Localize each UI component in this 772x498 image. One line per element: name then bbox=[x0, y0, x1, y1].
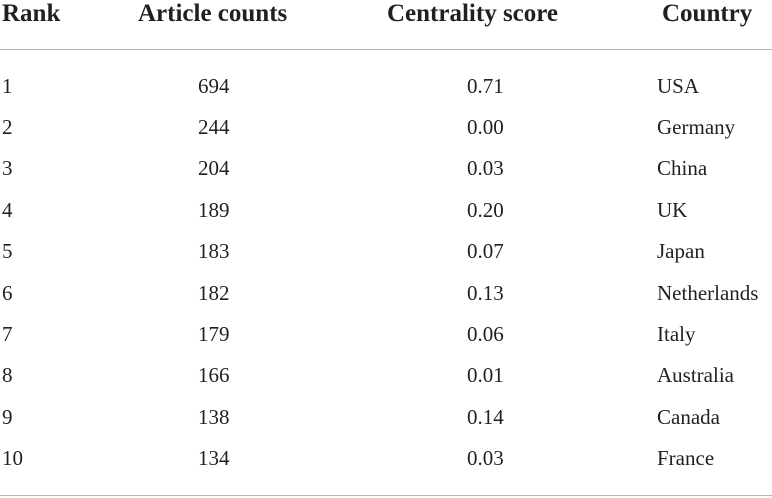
rank-cell: 5 bbox=[2, 239, 13, 263]
article-count-cell: 694 bbox=[198, 74, 230, 98]
country-cell: France bbox=[657, 446, 715, 470]
header-rank: Rank bbox=[2, 0, 61, 27]
table-row: 7 179 0.06 Italy bbox=[0, 314, 772, 355]
centrality-score-cell: 0.13 bbox=[467, 281, 504, 305]
table-row: 4 189 0.20 UK bbox=[0, 190, 772, 231]
country-cell: China bbox=[657, 156, 708, 180]
country-cell: Italy bbox=[657, 322, 696, 346]
table-row: 9 138 0.14 Canada bbox=[0, 397, 772, 438]
country-cell: Canada bbox=[657, 405, 720, 429]
centrality-score-cell: 0.14 bbox=[467, 405, 504, 429]
article-count-cell: 166 bbox=[198, 363, 230, 387]
rank-cell: 4 bbox=[2, 198, 13, 222]
article-count-cell: 179 bbox=[198, 322, 230, 346]
table-row: 5 183 0.07 Japan bbox=[0, 231, 772, 272]
rank-cell: 1 bbox=[2, 74, 13, 98]
rank-cell: 6 bbox=[2, 281, 13, 305]
rank-cell: 7 bbox=[2, 322, 13, 346]
header-country: Country bbox=[662, 0, 753, 27]
rank-cell: 3 bbox=[2, 156, 13, 180]
centrality-score-cell: 0.03 bbox=[467, 156, 504, 180]
article-count-cell: 134 bbox=[198, 446, 230, 470]
centrality-score-cell: 0.00 bbox=[467, 115, 504, 139]
article-count-cell: 244 bbox=[198, 115, 230, 139]
centrality-score-cell: 0.06 bbox=[467, 322, 504, 346]
article-count-cell: 138 bbox=[198, 405, 230, 429]
table-row: 1 694 0.71 USA bbox=[0, 66, 772, 107]
country-cell: Netherlands bbox=[657, 281, 759, 305]
country-cell: USA bbox=[657, 74, 700, 98]
centrality-score-cell: 0.20 bbox=[467, 198, 504, 222]
table-row: 3 204 0.03 China bbox=[0, 148, 772, 189]
centrality-score-cell: 0.01 bbox=[467, 363, 504, 387]
table-row: 10 134 0.03 France bbox=[0, 438, 772, 479]
rank-cell: 2 bbox=[2, 115, 13, 139]
rank-cell: 8 bbox=[2, 363, 13, 387]
table-row: 2 244 0.00 Germany bbox=[0, 107, 772, 148]
country-cell: Germany bbox=[657, 115, 736, 139]
article-count-cell: 204 bbox=[198, 156, 230, 180]
article-count-cell: 182 bbox=[198, 281, 230, 305]
header-centrality-score: Centrality score bbox=[387, 0, 559, 27]
table-row: 6 182 0.13 Netherlands bbox=[0, 273, 772, 314]
table-bottom-rule bbox=[0, 495, 772, 496]
country-cell: Japan bbox=[657, 239, 705, 263]
country-cell: Australia bbox=[657, 363, 734, 387]
header-article-counts: Article counts bbox=[138, 0, 288, 27]
centrality-score-cell: 0.03 bbox=[467, 446, 504, 470]
article-count-cell: 189 bbox=[198, 198, 230, 222]
rank-cell: 10 bbox=[2, 446, 23, 470]
centrality-score-cell: 0.07 bbox=[467, 239, 504, 263]
header-divider bbox=[0, 49, 772, 50]
article-count-cell: 183 bbox=[198, 239, 230, 263]
rank-cell: 9 bbox=[2, 405, 13, 429]
table-row: 8 166 0.01 Australia bbox=[0, 355, 772, 396]
centrality-score-cell: 0.71 bbox=[467, 74, 504, 98]
country-cell: UK bbox=[657, 198, 688, 222]
